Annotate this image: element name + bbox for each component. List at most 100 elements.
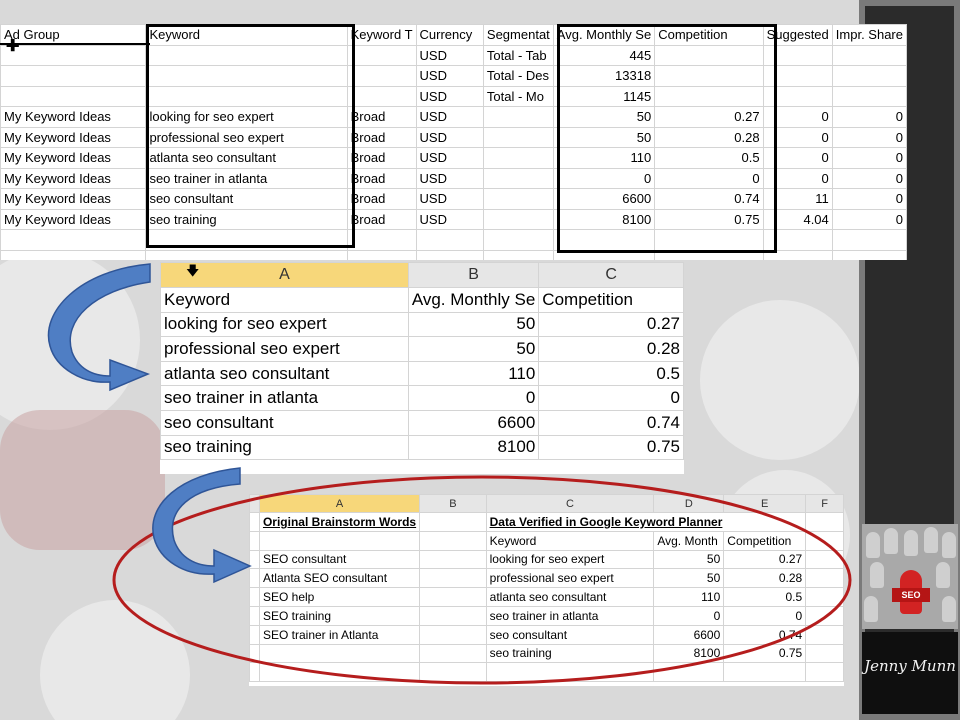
grid-cell[interactable] xyxy=(805,624,844,645)
grid-cell[interactable]: Broad xyxy=(346,188,417,210)
column-header[interactable]: Keyword T xyxy=(346,24,417,46)
grid-cell[interactable]: USD xyxy=(415,85,484,107)
grid-cell[interactable]: seo consultant xyxy=(145,188,348,210)
grid-cell[interactable] xyxy=(482,167,554,189)
grid-cell[interactable]: 50 xyxy=(653,549,725,570)
grid-cell[interactable]: seo training xyxy=(160,434,409,461)
column-header[interactable]: Impr. Share xyxy=(831,24,907,46)
grid-cell[interactable]: seo trainer in atlanta xyxy=(160,385,409,411)
grid-cell[interactable] xyxy=(482,249,554,260)
column-letter[interactable]: C xyxy=(538,262,684,288)
grid-cell[interactable] xyxy=(0,85,147,107)
grid-cell[interactable]: 8100 xyxy=(653,643,725,664)
grid-cell[interactable]: professional seo expert xyxy=(145,126,348,148)
verified-title[interactable]: Data Verified in Google Keyword Planner xyxy=(485,512,807,532)
column-header[interactable]: Competition xyxy=(654,24,764,46)
grid-cell[interactable]: seo training xyxy=(145,208,348,230)
grid-cell[interactable] xyxy=(805,549,844,570)
grid-cell[interactable]: 110 xyxy=(407,360,540,387)
grid-cell[interactable]: USD xyxy=(415,44,484,66)
grid-cell[interactable] xyxy=(258,530,421,551)
grid-cell[interactable]: USD xyxy=(415,188,484,210)
grid-cell[interactable]: 50 xyxy=(407,336,540,362)
column-header[interactable]: Currency xyxy=(415,24,484,46)
grid-cell[interactable] xyxy=(831,44,907,66)
grid-cell[interactable]: seo consultant xyxy=(485,624,655,645)
column-header[interactable]: Keyword xyxy=(160,287,409,313)
grid-cell[interactable]: Broad xyxy=(346,126,417,148)
grid-cell[interactable] xyxy=(346,229,417,251)
grid-cell[interactable]: SEO help xyxy=(258,587,421,607)
grid-cell[interactable] xyxy=(805,587,844,607)
grid-cell[interactable] xyxy=(805,568,844,589)
grid-cell[interactable]: 0 xyxy=(831,167,907,189)
row-gutter[interactable] xyxy=(249,549,260,570)
grid-cell[interactable]: looking for seo expert xyxy=(145,106,348,128)
grid-cell[interactable] xyxy=(482,229,554,251)
grid-cell[interactable]: USD xyxy=(415,167,484,189)
grid-cell[interactable] xyxy=(346,44,417,66)
grid-cell[interactable] xyxy=(805,530,844,551)
grid-cell[interactable] xyxy=(0,229,147,251)
grid-cell[interactable]: seo trainer in atlanta xyxy=(145,167,348,189)
grid-cell[interactable]: 0 xyxy=(831,188,907,210)
column-letter[interactable]: A xyxy=(160,262,409,288)
grid-cell[interactable]: 8100 xyxy=(407,434,540,461)
row-gutter[interactable] xyxy=(249,624,260,645)
grid-cell[interactable]: 6600 xyxy=(653,624,725,645)
grid-cell[interactable] xyxy=(419,605,487,626)
grid-cell[interactable]: seo training xyxy=(485,643,655,664)
grid-cell[interactable]: USD xyxy=(415,147,484,169)
column-letter[interactable]: B xyxy=(407,262,540,288)
row-gutter[interactable] xyxy=(249,587,260,607)
grid-cell[interactable]: 0.27 xyxy=(723,549,807,570)
grid-cell[interactable]: SEO consultant xyxy=(258,549,421,570)
grid-cell[interactable] xyxy=(419,512,487,532)
column-letter[interactable]: C xyxy=(485,494,655,513)
grid-cell[interactable]: 0.5 xyxy=(538,360,684,387)
row-gutter[interactable] xyxy=(249,512,260,532)
grid-cell[interactable]: 6600 xyxy=(407,409,540,436)
grid-cell[interactable]: SEO trainer in Atlanta xyxy=(258,624,421,645)
column-header[interactable]: Segmentat xyxy=(482,24,554,46)
grid-cell[interactable]: Broad xyxy=(346,106,417,128)
grid-cell[interactable] xyxy=(258,662,421,683)
column-letter[interactable]: B xyxy=(419,494,487,513)
grid-cell[interactable]: Atlanta SEO consultant xyxy=(258,568,421,589)
grid-cell[interactable]: 0.74 xyxy=(723,624,807,645)
row-gutter[interactable] xyxy=(249,605,260,626)
grid-cell[interactable]: USD xyxy=(415,208,484,230)
grid-cell[interactable] xyxy=(419,624,487,645)
grid-cell[interactable] xyxy=(805,662,844,683)
grid-cell[interactable]: 0.28 xyxy=(723,568,807,589)
grid-cell[interactable] xyxy=(346,85,417,107)
grid-cell[interactable] xyxy=(805,512,844,532)
grid-cell[interactable]: 0 xyxy=(831,208,907,230)
grid-cell[interactable]: 0 xyxy=(653,605,725,626)
column-header[interactable]: Avg. Monthly Se xyxy=(407,287,540,313)
row-gutter[interactable] xyxy=(249,568,260,589)
column-header[interactable]: Keyword xyxy=(485,530,655,551)
grid-cell[interactable] xyxy=(831,229,907,251)
grid-cell[interactable]: USD xyxy=(415,65,484,87)
grid-cell[interactable] xyxy=(482,126,554,148)
grid-cell[interactable] xyxy=(145,249,348,260)
grid-cell[interactable] xyxy=(419,549,487,570)
grid-cell[interactable]: atlanta seo consultant xyxy=(145,147,348,169)
grid-cell[interactable] xyxy=(346,249,417,260)
column-header[interactable]: Competition xyxy=(538,287,684,313)
grid-cell[interactable] xyxy=(653,662,725,683)
column-letter[interactable]: F xyxy=(805,494,844,513)
grid-cell[interactable] xyxy=(482,106,554,128)
grid-cell[interactable]: 0.27 xyxy=(538,311,684,338)
row-gutter[interactable] xyxy=(249,643,260,664)
grid-cell[interactable]: My Keyword Ideas xyxy=(0,147,147,169)
grid-cell[interactable]: atlanta seo consultant xyxy=(160,360,409,387)
grid-cell[interactable] xyxy=(485,662,655,683)
grid-cell[interactable] xyxy=(0,65,147,87)
grid-cell[interactable]: Broad xyxy=(346,167,417,189)
column-letter[interactable]: E xyxy=(723,494,807,513)
grid-cell[interactable] xyxy=(482,188,554,210)
grid-cell[interactable]: 0 xyxy=(723,605,807,626)
grid-cell[interactable] xyxy=(419,530,487,551)
